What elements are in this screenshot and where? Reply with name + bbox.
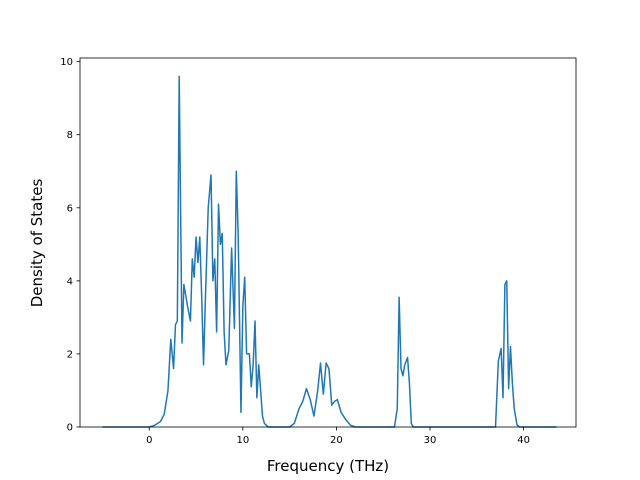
y-tick-label: 8 (67, 130, 73, 141)
series-line-0 (102, 75, 557, 428)
x-tick-label: 30 (424, 435, 437, 446)
plot-area (102, 75, 557, 428)
y-tick-label: 10 (60, 57, 73, 68)
x-axis-label: Frequency (THz) (267, 457, 389, 475)
y-tick-label: 6 (67, 203, 73, 214)
x-tick-label: 40 (517, 435, 530, 446)
x-tick-label: 20 (330, 435, 343, 446)
x-tick-label: 10 (236, 435, 249, 446)
x-tick-label: 0 (146, 435, 152, 446)
y-tick-label: 0 (67, 423, 73, 434)
y-tick-label: 2 (67, 349, 73, 360)
plot-frame (79, 57, 577, 428)
axes: 0 10 20 30 40 0 2 4 6 8 10 (60, 57, 577, 446)
y-tick-label: 4 (67, 276, 73, 287)
y-axis-label: Density of States (28, 179, 46, 308)
